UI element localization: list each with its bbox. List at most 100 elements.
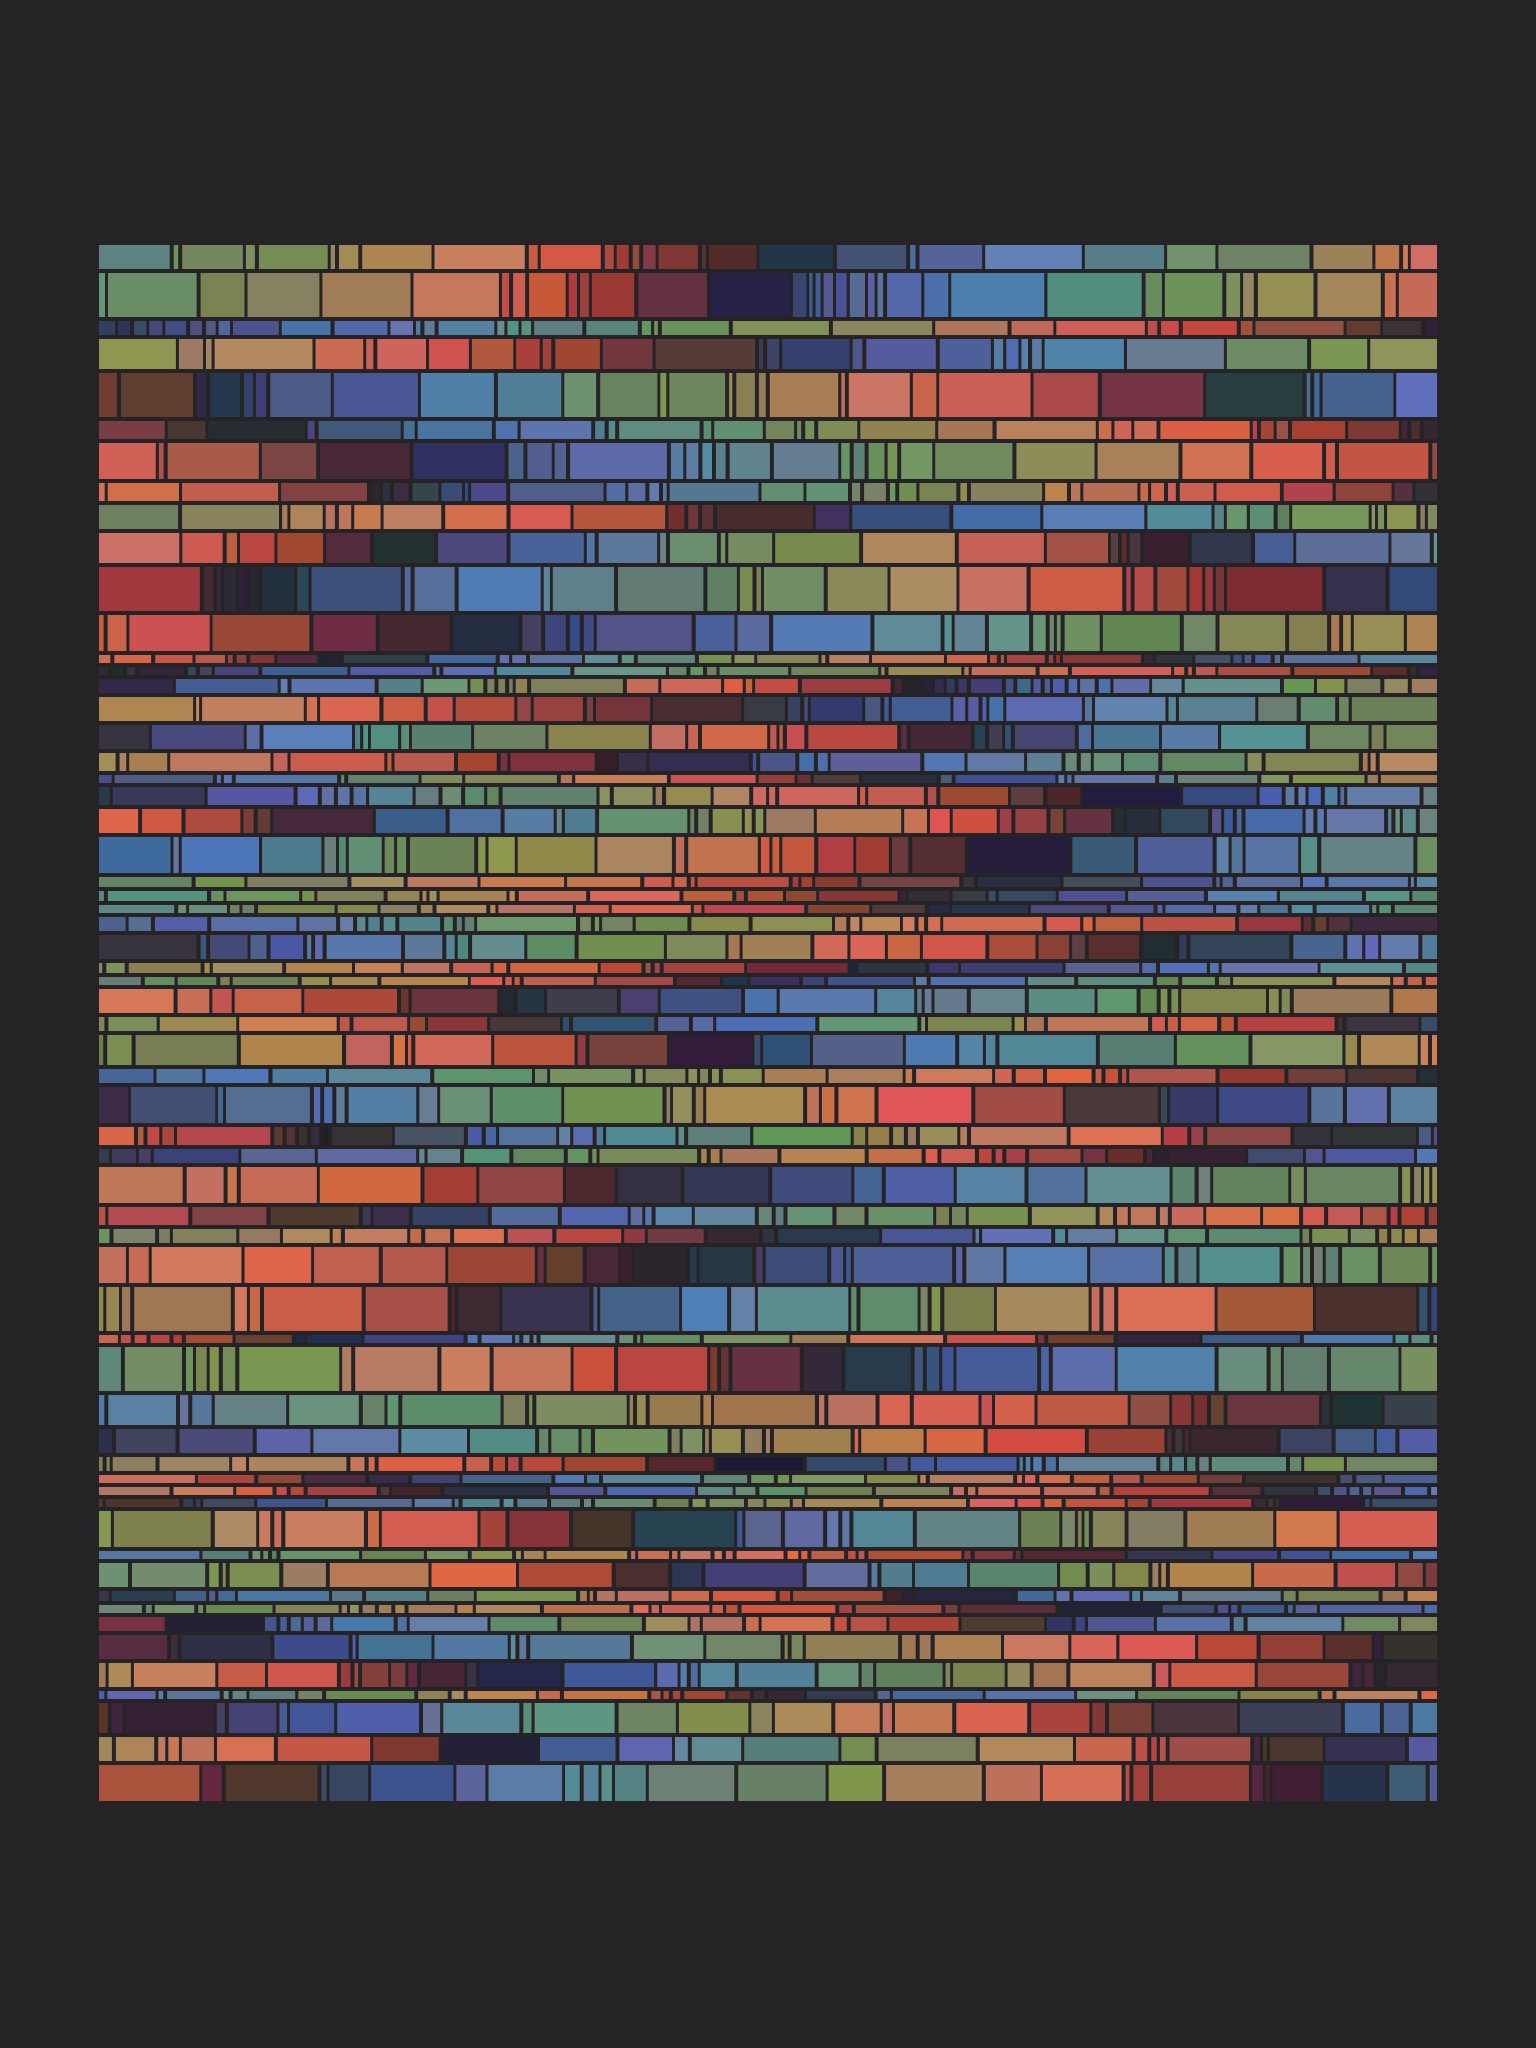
stripe-segment: [831, 1247, 844, 1283]
stripe-segment: [304, 1475, 366, 1483]
stripe-segment: [542, 339, 552, 369]
stripe-segment: [1410, 667, 1416, 675]
stripe-segment: [611, 905, 691, 913]
stripe-segment: [680, 1551, 711, 1559]
stripe-segment: [781, 1149, 865, 1163]
stripe-segment: [197, 373, 207, 417]
stripe-segment: [195, 655, 225, 663]
stripe-segment: [996, 1287, 1089, 1331]
stripe-segment: [111, 1149, 136, 1163]
stripe-segment: [887, 273, 922, 317]
stripe-segment: [874, 615, 941, 651]
stripe-segment: [619, 1335, 634, 1343]
stripe-segment: [806, 1457, 884, 1471]
stripe-segment: [431, 1563, 516, 1587]
stripe-segment: [1379, 1229, 1388, 1243]
stripe-segment: [649, 1395, 701, 1425]
stripe-segment: [787, 1207, 833, 1225]
stripe-segment: [214, 667, 259, 675]
stripe-segment: [573, 1127, 593, 1145]
stripe-segment: [953, 1487, 964, 1495]
stripe-segment: [290, 1703, 335, 1733]
stripe-segment: [1093, 753, 1121, 771]
stripe-segment: [970, 989, 1025, 1013]
stripe-segment: [1346, 1457, 1437, 1471]
stripe-segment: [1425, 1563, 1437, 1587]
stripe-segment: [563, 1017, 570, 1031]
stripe-segment: [710, 1149, 720, 1163]
stripe-segment: [804, 697, 808, 721]
stripe-segment: [924, 273, 949, 317]
stripe-segment: [1376, 1663, 1384, 1687]
stripe-segment: [317, 1149, 417, 1163]
stripe-segment: [1016, 443, 1095, 479]
stripe-segment: [1190, 935, 1290, 959]
stripe-segment: [937, 1457, 1017, 1471]
stripe-segment: [1062, 1511, 1075, 1547]
stripe-segment: [325, 505, 335, 529]
stripe-segment: [199, 667, 212, 675]
stripe-segment: [941, 1149, 975, 1163]
stripe-segment: [970, 483, 1043, 501]
stripe-segment: [99, 533, 180, 563]
stripe-segment: [1294, 1127, 1331, 1145]
stripe-segment: [1241, 1605, 1285, 1613]
stripe-segment: [645, 963, 651, 973]
stripe-segment: [669, 373, 726, 417]
stripe-segment: [255, 373, 267, 417]
stripe-segment: [738, 1663, 815, 1687]
stripe-segment: [415, 787, 439, 805]
stripe-segment: [784, 1635, 788, 1659]
stripe-segment: [1398, 273, 1437, 317]
stripe-segment: [1046, 533, 1108, 563]
stripe-segment: [262, 837, 322, 873]
stripe-segment: [240, 1035, 342, 1065]
stripe-segment: [900, 891, 906, 901]
stripe-segment: [707, 667, 717, 675]
stripe-segment: [1056, 615, 1061, 651]
stripe-segment: [470, 1429, 536, 1453]
stripe-segment: [533, 1335, 537, 1343]
stripe-segment: [968, 1487, 976, 1495]
stripe-segment: [348, 837, 382, 873]
stripe-segment: [1161, 321, 1179, 335]
stripe-segment: [258, 245, 328, 269]
stripe-segment: [434, 245, 525, 269]
stripe-segment: [172, 1229, 237, 1243]
stripe-segment: [182, 483, 279, 501]
stripe-segment: [1143, 655, 1153, 663]
stripe-segment: [106, 963, 125, 973]
stripe-segment: [1303, 1247, 1310, 1283]
stripe-segment: [1056, 1591, 1070, 1601]
stripe-segment: [1396, 373, 1437, 417]
stripe-segment: [214, 1511, 257, 1547]
stripe-segment: [797, 775, 811, 783]
stripe-segment: [1143, 1475, 1197, 1483]
stripe-segment: [920, 1475, 926, 1483]
stripe-segment: [936, 1207, 949, 1225]
stripe-segment: [1384, 273, 1396, 317]
stripe-segment: [756, 1247, 763, 1283]
stripe-segment: [1415, 483, 1437, 501]
stripe-segment: [1126, 567, 1131, 611]
stripe-segment: [321, 1127, 328, 1145]
stripe-segment: [618, 1347, 708, 1391]
stripe-segment: [999, 1035, 1096, 1065]
stripe-segment: [108, 1207, 189, 1225]
stripe-segment: [158, 1737, 166, 1761]
stripe-segment: [621, 655, 634, 663]
stripe-segment: [817, 753, 828, 771]
stripe-segment: [1376, 1429, 1396, 1453]
stripe-segment: [792, 1499, 802, 1507]
stripe-segment: [1110, 905, 1154, 913]
stripe-segment: [429, 655, 496, 663]
stripe-segment: [955, 775, 1056, 783]
stripe-segment: [692, 1017, 714, 1031]
stripe-segment: [556, 809, 562, 833]
stripe-segment: [1329, 917, 1350, 931]
stripe-segment: [281, 483, 367, 501]
stripe-segment: [779, 787, 858, 805]
stripe-segment: [129, 615, 210, 651]
stripe-segment: [1128, 891, 1204, 901]
